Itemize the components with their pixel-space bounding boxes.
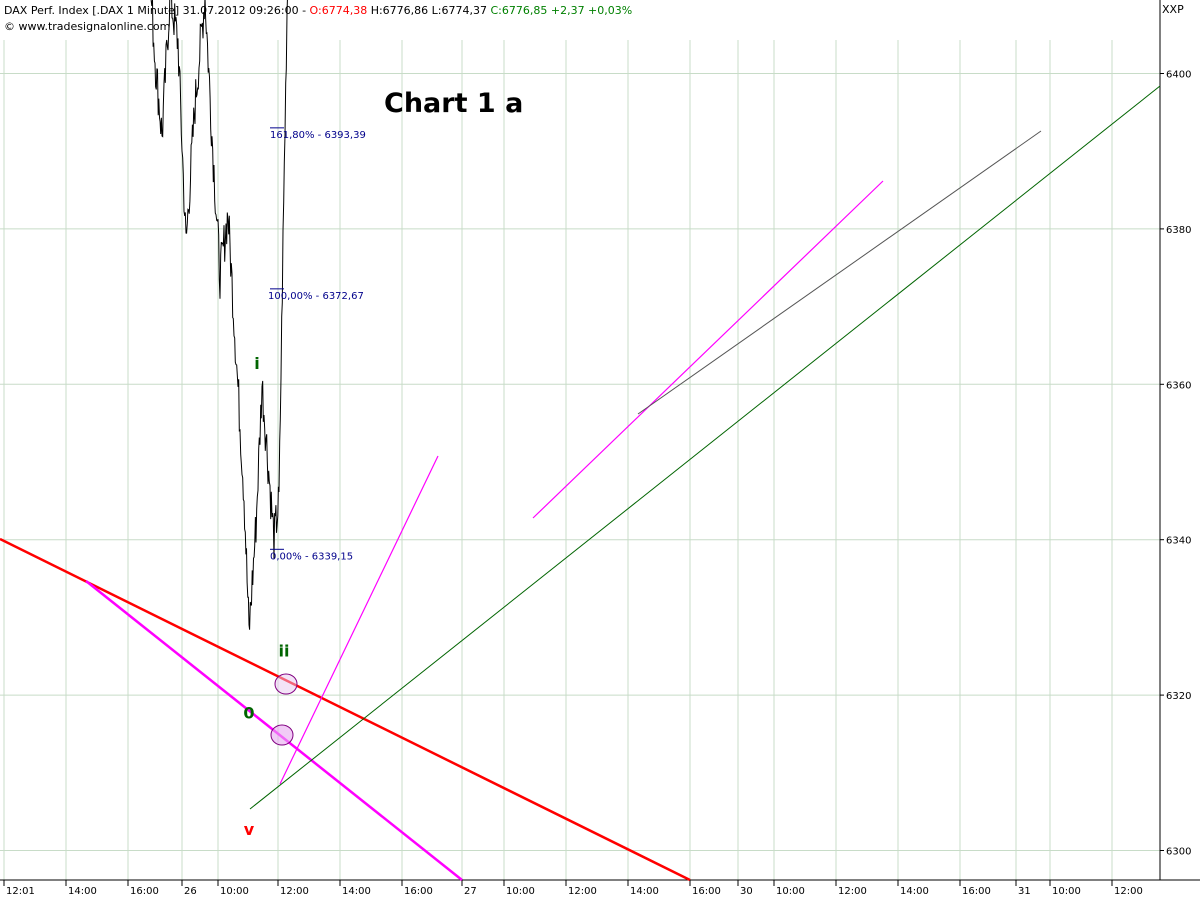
price-series [150,0,288,630]
fib-level-label: 100,00% - 6372,67 [268,291,364,302]
x-tick-label: 10:00 [506,886,535,897]
green-trendline [249,85,1161,810]
chart-title: Chart 1 a [384,88,523,119]
x-tick-label: 12:00 [568,886,597,897]
red-trendline [0,537,691,882]
x-tick-label: 26 [184,886,197,897]
x-tick-label: 14:00 [68,886,97,897]
price-line [150,0,288,630]
x-tick-label: 31 [1018,886,1031,897]
y-tick-label: 6340 [1166,536,1191,547]
x-tick-label: 10:00 [1052,886,1081,897]
fib-levels: 161,80% - 6393,39 100,00% - 6372,67 0,00% … [268,127,366,746]
header-source: © www.tradesignalonline.com [4,20,170,33]
x-tick-label: 16:00 [692,886,721,897]
grid [0,40,1160,880]
header-high-low: H:6776,86 L:6774,37 [367,4,490,17]
wave-label: i [254,354,259,373]
x-tick-label: 12:00 [280,886,309,897]
fib-level-label: 0,00% - 6339,15 [270,551,353,562]
x-tick-label: 14:00 [342,886,371,897]
header-instrument: DAX Perf. Index [.DAX 1 Minute] 31.07.20… [4,4,310,17]
black-trendline [637,130,1042,415]
y-tick-label: 6300 [1166,847,1191,858]
time-axis: 12:01 14:00 16:00 26 10:00 12:00 14:00 16:00 27 1… [0,879,1200,897]
x-tick-label: 30 [740,886,753,897]
magenta-channel-2 [532,180,884,519]
header-open: O:6774,38 [310,4,368,17]
exchange-label: XXP [1162,3,1184,16]
wave-label: v [244,820,255,839]
y-tick-label: 6360 [1166,380,1191,391]
x-tick-label: 12:00 [838,886,867,897]
fib-circle-lower [270,724,294,746]
wave-labels: ivv0iiiiiiivvalt: iiialt: valt: iv [243,354,290,839]
fib-circle-upper [274,673,298,695]
price-axis: 6300632063406360638064006420644064606480… [1159,0,1191,880]
y-tick-label: 6400 [1166,70,1191,81]
header-close: C:6776,85 +2,37 +0,03% [490,4,632,17]
y-tick-label: 6380 [1166,225,1191,236]
x-tick-label: 16:00 [404,886,433,897]
x-tick-label: 10:00 [220,886,249,897]
y-tick-label: 6320 [1166,691,1191,702]
x-tick-label: 14:00 [900,886,929,897]
wave-label: 0 [243,703,254,722]
wave-label: ii [279,641,290,660]
x-tick-label: 16:00 [130,886,159,897]
x-tick-label: 16:00 [962,886,991,897]
header-line: DAX Perf. Index [.DAX 1 Minute] 31.07.20… [4,4,632,17]
x-tick-label: 12:01 [6,886,35,897]
fib-level-label: 161,80% - 6393,39 [270,130,366,141]
x-tick-label: 12:00 [1114,886,1143,897]
x-tick-label: 10:00 [776,886,805,897]
x-tick-label: 27 [464,886,477,897]
magenta-channel-1 [279,455,439,785]
x-tick-label: 14:00 [630,886,659,897]
